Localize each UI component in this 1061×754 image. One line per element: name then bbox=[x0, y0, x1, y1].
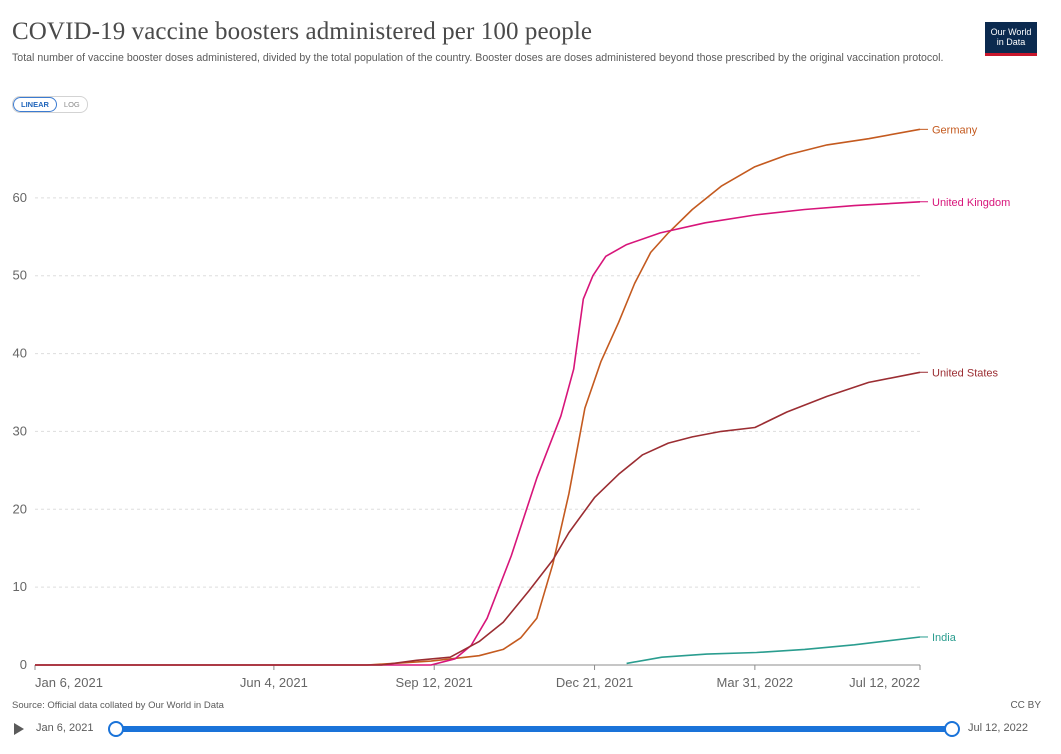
logo-line-2: in Data bbox=[996, 37, 1026, 47]
scale-toggle: LINEAR LOG bbox=[12, 96, 88, 113]
y-tick-label: 50 bbox=[13, 268, 27, 283]
linear-scale-button[interactable]: LINEAR bbox=[13, 97, 57, 112]
source-note: Source: Official data collated by Our Wo… bbox=[12, 700, 224, 711]
series-line-united-states bbox=[35, 371, 921, 666]
play-icon[interactable] bbox=[14, 723, 24, 735]
series-line-india bbox=[626, 636, 921, 665]
y-tick-label: 20 bbox=[13, 501, 27, 516]
series-layer bbox=[35, 128, 921, 666]
x-tick-label: Jun 4, 2021 bbox=[240, 675, 308, 690]
log-scale-button[interactable]: LOG bbox=[63, 100, 80, 109]
timeline-end-label: Jul 12, 2022 bbox=[968, 722, 1028, 734]
timeline-end-handle[interactable] bbox=[944, 721, 960, 737]
timeline-track[interactable] bbox=[116, 726, 952, 732]
license-link[interactable]: CC BY bbox=[1010, 700, 1041, 711]
chart-title: COVID-19 vaccine boosters administered p… bbox=[12, 18, 593, 45]
x-tick-label: Dec 21, 2021 bbox=[556, 675, 633, 690]
series-label-united-kingdom: United Kingdom bbox=[932, 197, 1010, 209]
series-label-india: India bbox=[932, 632, 957, 644]
x-tick-label: Jul 12, 2022 bbox=[849, 675, 920, 690]
label-layer: 0 10 20 30 40 50 60 Jan 6, 2021 Jun 4, 2021 Sep 1… bbox=[13, 124, 1011, 690]
series-label-united-states: United States bbox=[932, 367, 999, 379]
series-line-united-kingdom bbox=[35, 201, 921, 666]
x-tick-label: Sep 12, 2021 bbox=[396, 675, 473, 690]
y-tick-label: 30 bbox=[13, 423, 27, 438]
timeline-start-label: Jan 6, 2021 bbox=[36, 722, 94, 734]
series-label-germany: Germany bbox=[932, 124, 978, 136]
y-tick-label: 40 bbox=[13, 346, 27, 361]
x-tick-label: Jan 6, 2021 bbox=[35, 675, 103, 690]
y-tick-label: 60 bbox=[13, 190, 27, 205]
grid-layer bbox=[34, 197, 921, 670]
y-tick-label: 0 bbox=[20, 657, 27, 672]
x-tick-label: Mar 31, 2022 bbox=[717, 675, 794, 690]
chart-subtitle: Total number of vaccine booster doses ad… bbox=[12, 52, 944, 64]
series-line-germany bbox=[35, 128, 921, 666]
timeline-slider: Jan 6, 2021 Jul 12, 2022 bbox=[12, 718, 1042, 740]
timeline-start-handle[interactable] bbox=[108, 721, 124, 737]
owid-logo[interactable]: Our World in Data bbox=[985, 22, 1037, 56]
logo-line-1: Our World bbox=[990, 27, 1032, 37]
line-chart: 0 10 20 30 40 50 60 Jan 6, 2021 Jun 4, 2021 Sep 1… bbox=[13, 124, 1011, 690]
y-tick-label: 10 bbox=[13, 579, 27, 594]
